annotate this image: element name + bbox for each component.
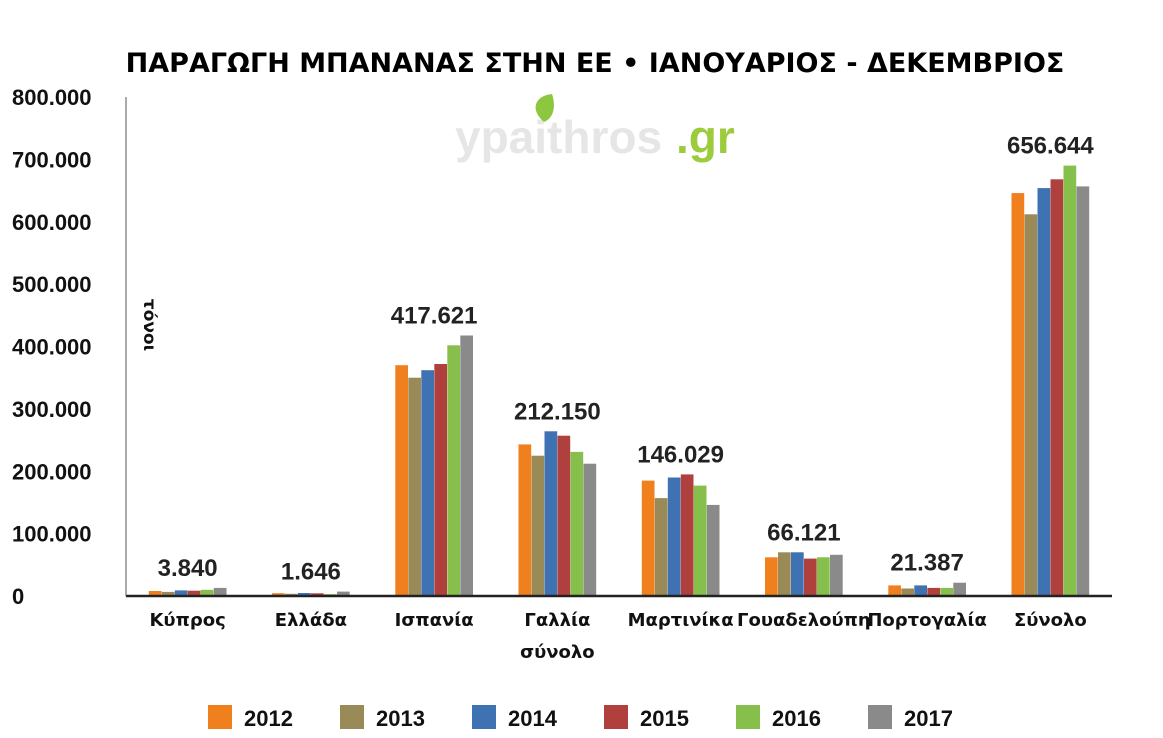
y-tick-label: 100.000 — [12, 522, 92, 547]
x-tick-label: Κύπρος — [149, 610, 225, 631]
legend-label: 2016 — [772, 706, 821, 731]
bar-2013 — [654, 498, 668, 596]
bar-2016 — [1063, 165, 1077, 596]
legend-label: 2015 — [640, 706, 689, 731]
bar-2017 — [1076, 186, 1090, 596]
bar-2013 — [778, 552, 791, 596]
leaf-icon — [535, 94, 554, 122]
data-label: 212.150 — [514, 398, 601, 425]
data-labels: 3.840 1.646 417.621 212.150 146.029 66.121 21.… — [158, 133, 1095, 586]
bar-2012 — [395, 365, 408, 596]
y-axis-label: τόνοι — [139, 299, 159, 351]
bar-2016 — [817, 557, 830, 596]
x-axis-ticks: Κύπρος Ελλάδα Ισπανία Γαλλία σύνολο Μαρτινίκα… — [149, 610, 1086, 663]
bar-2015 — [187, 590, 201, 596]
bar-2014 — [914, 585, 927, 596]
legend-label: 2013 — [376, 706, 425, 731]
bar-2015 — [1050, 179, 1064, 597]
legend: 2012 2013 2014 2015 2016 2017 — [208, 705, 953, 731]
y-tick-label: 800.000 — [12, 85, 92, 110]
bar-2014 — [667, 477, 681, 596]
bar-2014 — [791, 552, 804, 596]
chart-title: ΠΑΡΑΓΩΓΗ ΜΠΑΝΑΝΑΣ ΣΤΗΝ ΕΕ • ΙΑΝΟΥΑΡΙΟΣ -… — [126, 48, 1065, 79]
x-tick-label: Γαλλία — [524, 610, 590, 631]
watermark-tld: .gr — [676, 111, 735, 163]
x-tick-label: σύνολο — [520, 642, 595, 663]
y-axis-ticks: 0 100.000 200.000 300.000 400.000 500.000 600.… — [12, 85, 92, 609]
x-tick-label: Γουαδελούπη — [737, 610, 871, 631]
x-tick-label: Ελλάδα — [275, 610, 347, 631]
bar-2017 — [337, 591, 350, 596]
bar-2014 — [298, 593, 311, 596]
legend-swatch-2017 — [868, 705, 892, 729]
legend-swatch-2014 — [472, 705, 496, 729]
bar-2014 — [421, 370, 434, 596]
bar-2012 — [1011, 193, 1025, 596]
bar-2013 — [1024, 214, 1038, 597]
bar-2016 — [570, 451, 584, 596]
bar-2015 — [311, 593, 324, 596]
bar-2012 — [272, 593, 285, 596]
bar-2015 — [434, 364, 447, 596]
y-tick-label: 600.000 — [12, 210, 92, 235]
y-tick-label: 700.000 — [12, 147, 92, 172]
y-tick-label: 500.000 — [12, 272, 92, 297]
bar-2015 — [557, 435, 571, 596]
bar-2017 — [460, 335, 473, 596]
x-tick-label: Πορτογαλία — [867, 610, 987, 631]
watermark-logo: ypaithros .gr — [455, 94, 735, 163]
bar-2014 — [544, 431, 558, 596]
data-label: 656.644 — [1007, 133, 1094, 160]
bar-2012 — [641, 480, 655, 596]
watermark-name: ypaithros — [455, 111, 662, 163]
bar-2012 — [888, 585, 901, 596]
bar-2017 — [830, 554, 843, 596]
bar-2017 — [953, 582, 966, 596]
x-tick-label: Ισπανία — [395, 610, 474, 631]
data-label: 417.621 — [391, 303, 478, 330]
bar-2014 — [1037, 188, 1051, 596]
x-tick-label: Μαρτινίκα — [628, 610, 734, 631]
legend-label: 2017 — [904, 706, 953, 731]
y-tick-label: 400.000 — [12, 335, 92, 360]
bar-2017 — [706, 504, 720, 596]
bar-2017 — [583, 463, 597, 596]
legend-swatch-2012 — [208, 705, 232, 729]
bar-2016 — [200, 589, 214, 596]
y-tick-label: 200.000 — [12, 459, 92, 484]
data-label: 3.840 — [158, 555, 218, 582]
bar-2013 — [531, 455, 545, 596]
data-label: 66.121 — [767, 519, 840, 546]
bar-2016 — [447, 345, 460, 596]
bar-2017 — [213, 587, 227, 596]
bar-2013 — [161, 591, 175, 596]
bars — [148, 165, 1090, 597]
legend-swatch-2016 — [736, 705, 760, 729]
bar-2016 — [940, 587, 953, 596]
y-tick-label: 0 — [12, 584, 24, 609]
bar-2012 — [148, 591, 162, 596]
legend-swatch-2015 — [604, 705, 628, 729]
legend-swatch-2013 — [340, 705, 364, 729]
bar-2012 — [518, 444, 532, 596]
bar-2015 — [927, 587, 940, 596]
bar-2014 — [174, 590, 188, 596]
y-tick-label: 300.000 — [12, 397, 92, 422]
bar-2013 — [901, 588, 914, 596]
bar-2015 — [804, 558, 817, 596]
bar-2012 — [765, 557, 778, 596]
legend-label: 2012 — [244, 706, 293, 731]
bar-2013 — [408, 377, 421, 596]
bar-2016 — [693, 485, 707, 596]
legend-label: 2014 — [508, 706, 558, 731]
x-tick-label: Σύνολο — [1014, 610, 1087, 631]
data-label: 21.387 — [890, 550, 963, 577]
data-label: 146.029 — [637, 441, 724, 468]
bar-2015 — [680, 474, 694, 596]
data-label: 1.646 — [281, 559, 341, 586]
